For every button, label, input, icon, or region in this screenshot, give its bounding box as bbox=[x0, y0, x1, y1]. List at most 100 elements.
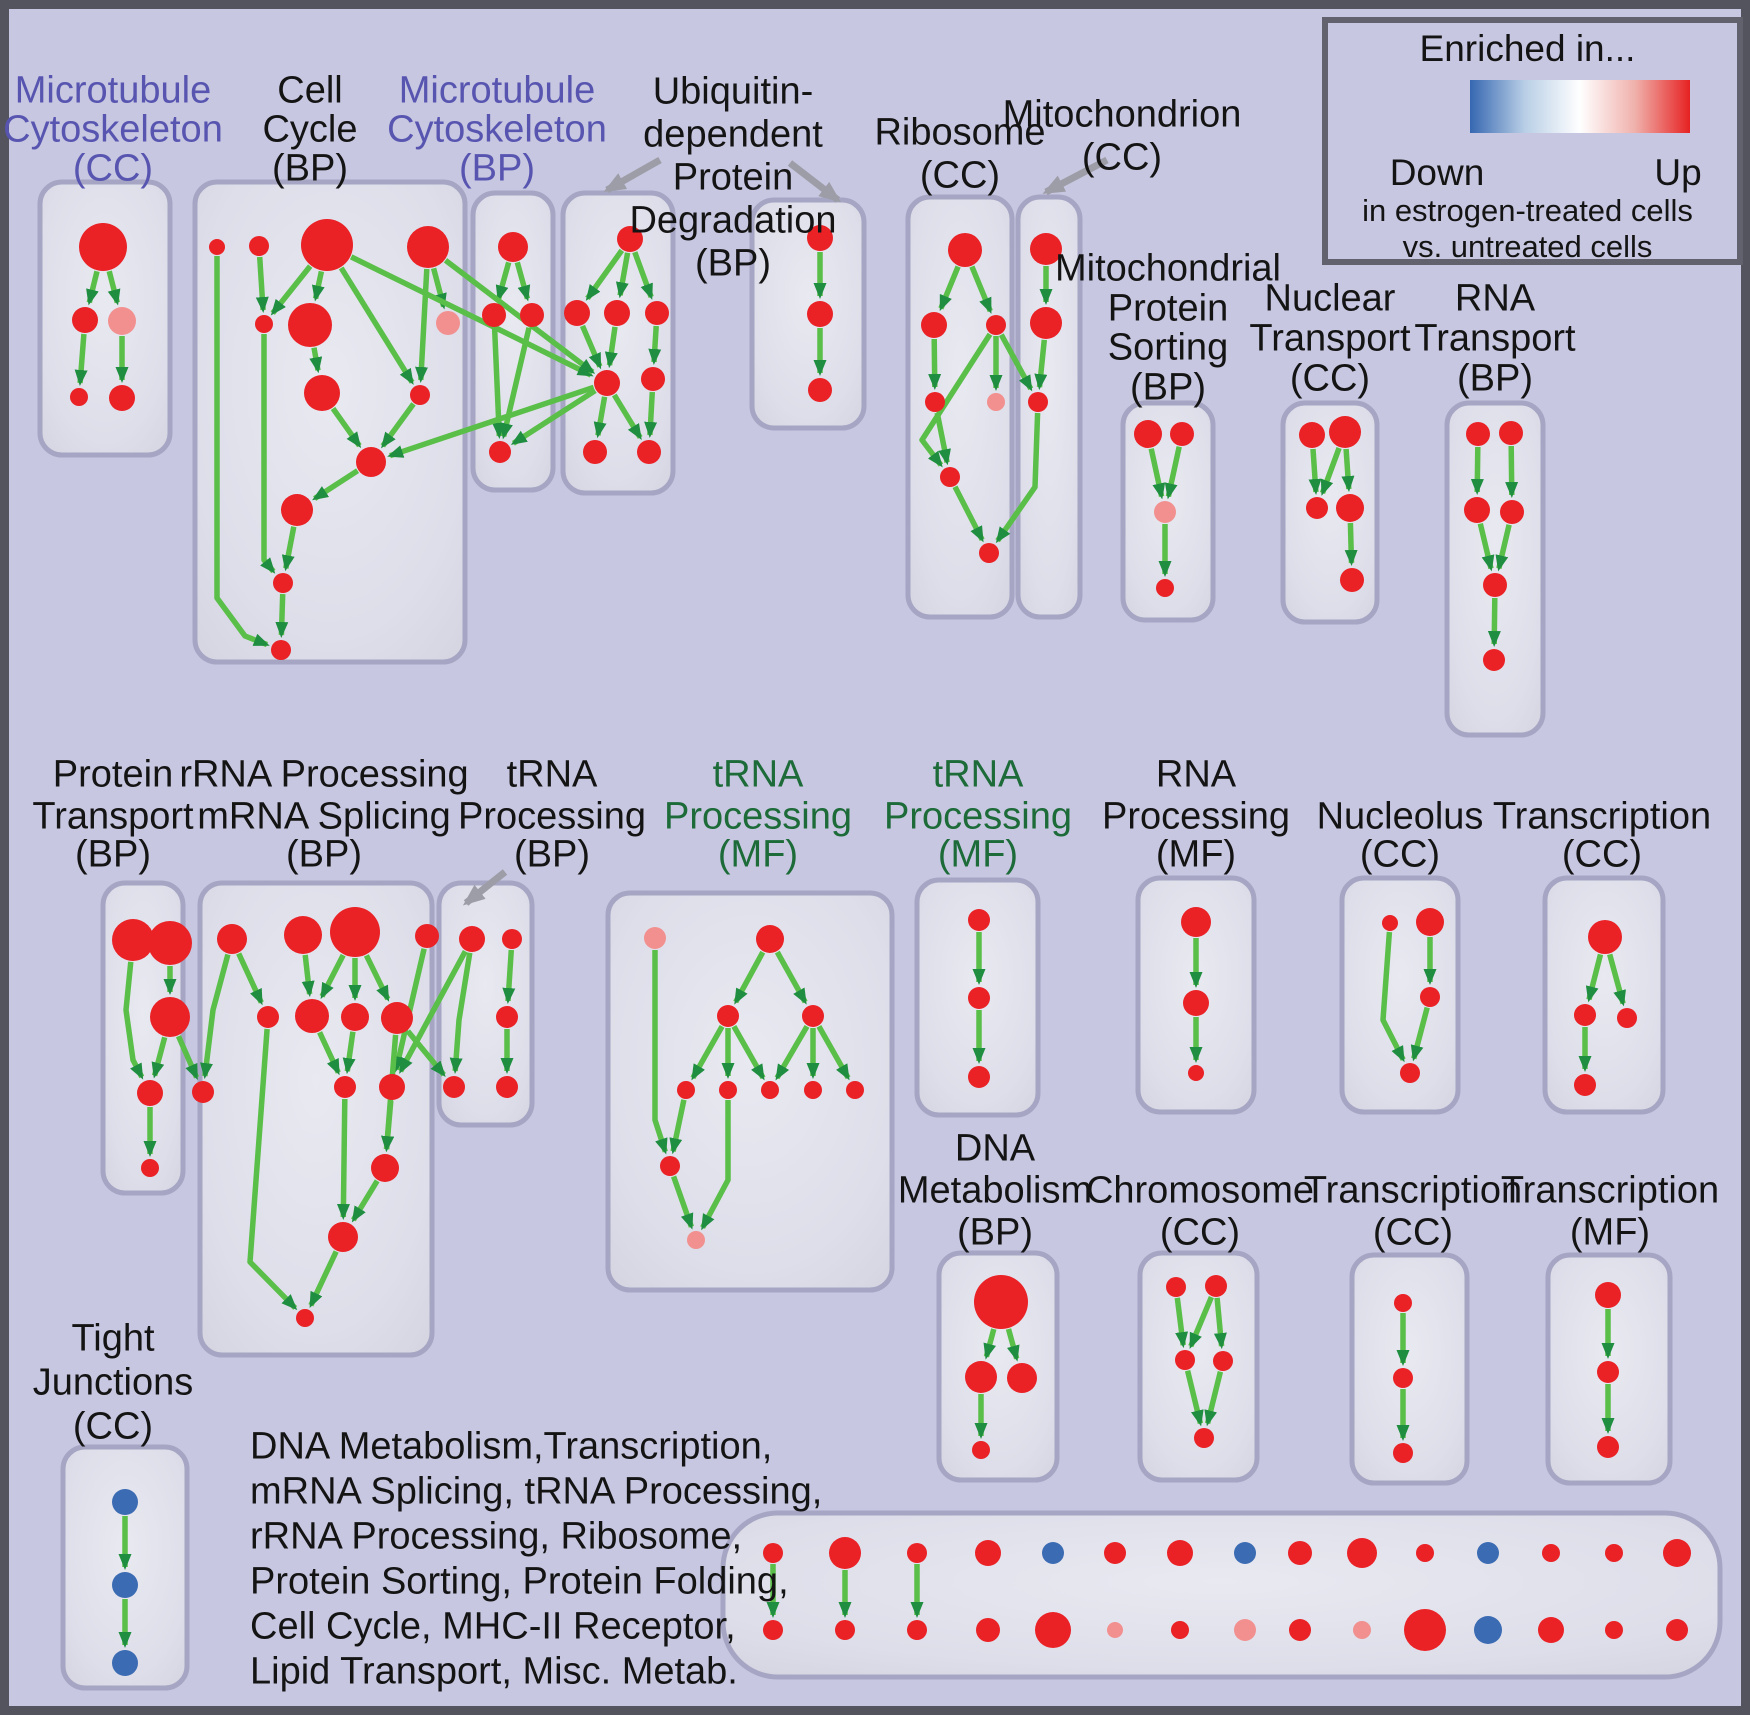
edge-cell_cycle bbox=[255, 256, 269, 313]
label-protein-transport: Protein Transport (BP) bbox=[32, 753, 194, 875]
label-transcription-cc-mid: Transcription (CC) bbox=[1493, 795, 1711, 875]
node-wide-11 bbox=[1477, 1542, 1499, 1564]
label-trna-processing-mf-1-line: tRNA bbox=[713, 753, 804, 795]
legend-subtitle-1: in estrogen-treated cells bbox=[1362, 193, 1693, 228]
node-wide-4 bbox=[1042, 1542, 1064, 1564]
label-microtubule-bp-line: (BP) bbox=[459, 147, 535, 189]
edge-cell_cycle bbox=[330, 406, 362, 449]
label-nucleolus-line: Nucleolus bbox=[1317, 795, 1484, 837]
misc-clusters-text-line: DNA Metabolism,Transcription, bbox=[250, 1425, 772, 1467]
legend-down-label: Down bbox=[1390, 152, 1485, 193]
node-wide-5 bbox=[1104, 1542, 1126, 1564]
misc-clusters-text-line: Protein Sorting, Protein Folding, bbox=[250, 1560, 789, 1602]
edge-prot_t bbox=[123, 961, 145, 1080]
node-ribosome-5 bbox=[940, 467, 960, 487]
cluster-box-wide bbox=[720, 1510, 1723, 1680]
edge-nuc_t bbox=[1344, 522, 1358, 566]
node-trna_bp-3 bbox=[443, 1076, 465, 1098]
node-dna_m-1 bbox=[965, 1361, 997, 1393]
node-trna_mf1-7 bbox=[804, 1081, 822, 1099]
edge-rna_t bbox=[1495, 524, 1512, 572]
label-chromosome-line: Chromosome bbox=[1086, 1169, 1314, 1211]
label-transcription-cc-bot-line: (CC) bbox=[1373, 1211, 1453, 1253]
node-wide-2 bbox=[907, 1543, 927, 1563]
label-transcription-mf-line: (MF) bbox=[1570, 1211, 1650, 1253]
node-trna_bp-1 bbox=[502, 929, 522, 949]
gray-pointer-arrow bbox=[462, 869, 508, 906]
edge-ribosome bbox=[928, 338, 942, 390]
edge-prot_t bbox=[151, 1036, 168, 1079]
edge-mc_cc bbox=[74, 333, 88, 386]
node-trna_mf1-6 bbox=[761, 1081, 779, 1099]
edge-rrna bbox=[336, 1098, 350, 1220]
label-nuclear-transport-line: Transport bbox=[1249, 317, 1411, 359]
cross-edge-ubiq_a-mc_bp bbox=[510, 388, 597, 446]
label-cell-cycle: Cell Cycle (BP) bbox=[262, 69, 357, 189]
node-wide-27 bbox=[1538, 1617, 1564, 1643]
edge-cell_cycle bbox=[270, 264, 313, 316]
node-nucleolus-1 bbox=[1416, 908, 1444, 936]
node-ribosome-1 bbox=[921, 312, 947, 338]
node-rrna-13 bbox=[296, 1309, 314, 1327]
legend-title: Enriched in... bbox=[1420, 28, 1636, 69]
edge-cell_cycle bbox=[338, 266, 415, 385]
node-ubiq_a-0 bbox=[617, 226, 643, 252]
cluster-box-chromosome bbox=[1137, 1250, 1260, 1483]
node-mc_cc-3 bbox=[70, 388, 88, 406]
node-prot_t-4 bbox=[141, 1159, 159, 1177]
label-tight-junctions: Tight Junctions (CC) bbox=[33, 1317, 194, 1447]
node-nuc_t-2 bbox=[1306, 497, 1328, 519]
edge-mc_bp bbox=[514, 261, 531, 302]
cross-edge-prot_t-rrna bbox=[175, 1035, 200, 1081]
legend-up-label: Up bbox=[1654, 152, 1701, 193]
label-dna-metabolism: DNA Metabolism (BP) bbox=[898, 1127, 1092, 1253]
node-cell_cycle-12 bbox=[271, 640, 291, 660]
legend-subtitle-2: vs. untreated cells bbox=[1403, 229, 1653, 264]
node-wide-25 bbox=[1404, 1609, 1446, 1651]
label-protein-transport-line: (BP) bbox=[75, 833, 151, 875]
node-ribosome-4 bbox=[987, 393, 1005, 411]
label-ubiquitin-degradation: Ubiquitin-dependent Protein Degradation (BP… bbox=[629, 70, 836, 284]
node-wide-0 bbox=[763, 1543, 783, 1563]
label-ubiquitin-degradation-line: Protein bbox=[673, 156, 793, 198]
label-ubiquitin-degradation-line: Degradation bbox=[629, 199, 836, 241]
edge-trans_cc_mid bbox=[1607, 953, 1626, 1007]
node-cell_cycle-0 bbox=[209, 239, 225, 255]
label-mito-protein-sorting-line: Protein bbox=[1108, 287, 1228, 329]
cross-edge-mito-ribosome bbox=[995, 412, 1041, 544]
node-trna_mf1-0 bbox=[644, 927, 666, 949]
edge-rna_t bbox=[1505, 445, 1519, 498]
node-cell_cycle-11 bbox=[273, 573, 293, 593]
node-ubiq_a-4 bbox=[594, 370, 620, 396]
label-microtubule-cc-line: Cytoskeleton bbox=[3, 108, 223, 150]
gray-pointer-arrow bbox=[787, 160, 842, 203]
edge-ribosome bbox=[934, 412, 951, 466]
node-chromosome-3 bbox=[1213, 1351, 1233, 1371]
node-chromosome-0 bbox=[1166, 1277, 1186, 1297]
node-ribosome-0 bbox=[948, 233, 982, 267]
label-trna-processing-mf-2: tRNA Processing (MF) bbox=[884, 753, 1072, 875]
node-nucleolus-2 bbox=[1420, 987, 1440, 1007]
label-trna-processing-bp-line: tRNA bbox=[507, 753, 598, 795]
node-wide-1 bbox=[829, 1537, 861, 1569]
node-wide-22 bbox=[1234, 1619, 1256, 1641]
cluster-box-rna_t bbox=[1444, 400, 1546, 738]
label-rna-processing-line: (MF) bbox=[1156, 833, 1236, 875]
legend-gradient-bar bbox=[1470, 80, 1690, 133]
label-rna-transport-line: (BP) bbox=[1457, 357, 1533, 399]
label-rna-transport-line: Transport bbox=[1414, 317, 1576, 359]
label-protein-transport-line: Protein bbox=[53, 753, 173, 795]
edge-trna_mf1 bbox=[733, 950, 766, 1005]
edge-ubiq_a bbox=[648, 325, 662, 365]
edge-rrna bbox=[351, 1179, 380, 1223]
edge-trna_mf1 bbox=[669, 1099, 687, 1155]
cross-edge-cell_cycle-ubiq_a bbox=[443, 258, 596, 375]
cross-edge-ribosome-mito bbox=[998, 333, 1034, 392]
node-mc_cc-0 bbox=[79, 223, 127, 271]
node-wide-20 bbox=[1107, 1622, 1123, 1638]
edge-rna_t bbox=[1487, 597, 1501, 647]
node-cell_cycle-2 bbox=[301, 219, 353, 271]
node-rrna-8 bbox=[381, 1002, 413, 1034]
node-trna_bp-4 bbox=[496, 1076, 518, 1098]
